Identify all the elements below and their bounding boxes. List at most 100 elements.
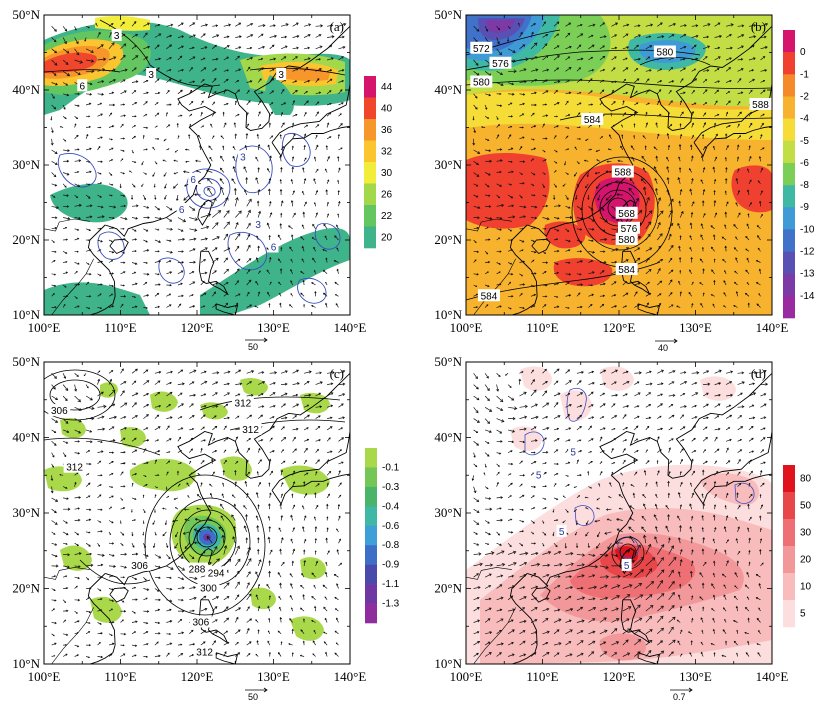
contour-label-bg: [239, 422, 262, 435]
wind-vector: [108, 542, 115, 545]
wind-vector: [338, 147, 343, 151]
wind-vector: [162, 531, 167, 537]
wind-vector: [258, 380, 266, 385]
wind-vector: [326, 213, 330, 218]
wind-vector: [206, 169, 213, 173]
wind-vector: [63, 497, 69, 500]
wind-vector: [177, 618, 183, 623]
wind-vector: [154, 57, 162, 61]
wind-vector: [553, 262, 559, 265]
wind-vector: [301, 258, 305, 263]
wind-vector: [633, 197, 640, 207]
wind-vector: [189, 369, 197, 374]
wind-vector: [207, 187, 213, 196]
wind-vector: [189, 271, 195, 275]
wind-vector: [246, 89, 250, 95]
wind-vector: [691, 549, 694, 555]
wind-vector: [615, 180, 623, 185]
wind-vector: [473, 149, 481, 154]
reference-vector-label: 50: [248, 692, 258, 702]
wind-vector: [51, 373, 57, 379]
wind-vector: [268, 302, 271, 308]
wind-vector: [496, 550, 505, 555]
wind-vector: [268, 617, 271, 623]
wind-vector: [668, 404, 674, 408]
wind-vector: [748, 537, 751, 544]
contour-label-text: 3: [240, 153, 246, 164]
wind-vector: [97, 194, 102, 198]
wind-vector: [645, 210, 653, 218]
wind-vector: [131, 135, 136, 140]
wind-vector: [303, 23, 312, 27]
wind-vector: [303, 178, 307, 184]
wind-vector: [258, 371, 265, 374]
wind-vector: [634, 629, 641, 635]
wind-vector: [131, 552, 139, 556]
wind-vector: [187, 495, 190, 499]
wind-vector: [174, 543, 179, 549]
wind-vector: [666, 156, 670, 162]
wind-vector: [212, 282, 219, 286]
wind-vector: [74, 496, 82, 499]
wind-vector: [177, 436, 181, 442]
wind-vector: [748, 382, 756, 386]
wind-vector: [234, 100, 238, 106]
wind-vector: [154, 250, 160, 253]
wind-vector: [530, 572, 537, 578]
wind-vector: [507, 48, 516, 54]
wind-vector: [338, 35, 345, 39]
wind-vector: [701, 200, 705, 207]
wind-vector: [655, 493, 658, 499]
wind-vector: [108, 653, 113, 657]
lat-tick-label: 50°N: [12, 7, 40, 22]
wind-vector: [51, 452, 55, 458]
wind-vector: [86, 462, 92, 466]
colorbar-b: 0-1-2-4-5-6-8-9-10-12-13-14: [783, 30, 815, 319]
wind-vector: [290, 583, 293, 589]
lat-tick-label: 30°N: [434, 157, 462, 172]
wind-vector: [292, 80, 298, 83]
wind-vector: [74, 305, 80, 308]
wind-vector: [278, 281, 282, 286]
wind-vector: [166, 460, 171, 465]
wind-vector: [629, 535, 635, 544]
wind-vector: [691, 177, 694, 184]
wind-vector: [484, 584, 492, 589]
wind-vector: [338, 538, 342, 544]
wind-vector: [542, 123, 545, 128]
wind-vector: [565, 135, 569, 140]
wind-vector: [496, 373, 501, 378]
wind-vector: [177, 483, 181, 487]
wind-vector: [496, 70, 503, 75]
wind-vector: [748, 425, 754, 431]
wind-vector: [219, 178, 225, 185]
wind-vector: [700, 179, 704, 184]
wind-vector: [85, 473, 90, 476]
wind-vector: [654, 536, 658, 544]
lat-tick-label: 10°N: [434, 307, 462, 322]
wind-vector: [336, 268, 339, 274]
wind-vector: [131, 55, 139, 61]
wind-vector: [86, 69, 95, 73]
wind-vector: [473, 183, 479, 187]
wind-vector: [246, 291, 250, 297]
wind-vector: [63, 643, 68, 646]
wind-vector: [679, 559, 683, 566]
lat-tick-label: 50°N: [434, 354, 462, 369]
wind-vector: [725, 481, 729, 487]
wind-vector: [760, 79, 766, 83]
contour-label-text: 568: [618, 209, 635, 220]
wind-vector: [200, 551, 206, 555]
wind-vector: [496, 124, 500, 128]
wind-vector: [291, 493, 294, 498]
wind-vector: [552, 531, 555, 537]
wind-vector: [189, 437, 194, 442]
wind-vector: [280, 88, 285, 94]
wind-vector: [97, 57, 107, 62]
wind-vector: [712, 538, 715, 544]
wind-vector: [668, 22, 676, 27]
wind-vector: [51, 127, 54, 134]
wind-vector: [74, 59, 84, 64]
wind-vector: [108, 42, 115, 50]
